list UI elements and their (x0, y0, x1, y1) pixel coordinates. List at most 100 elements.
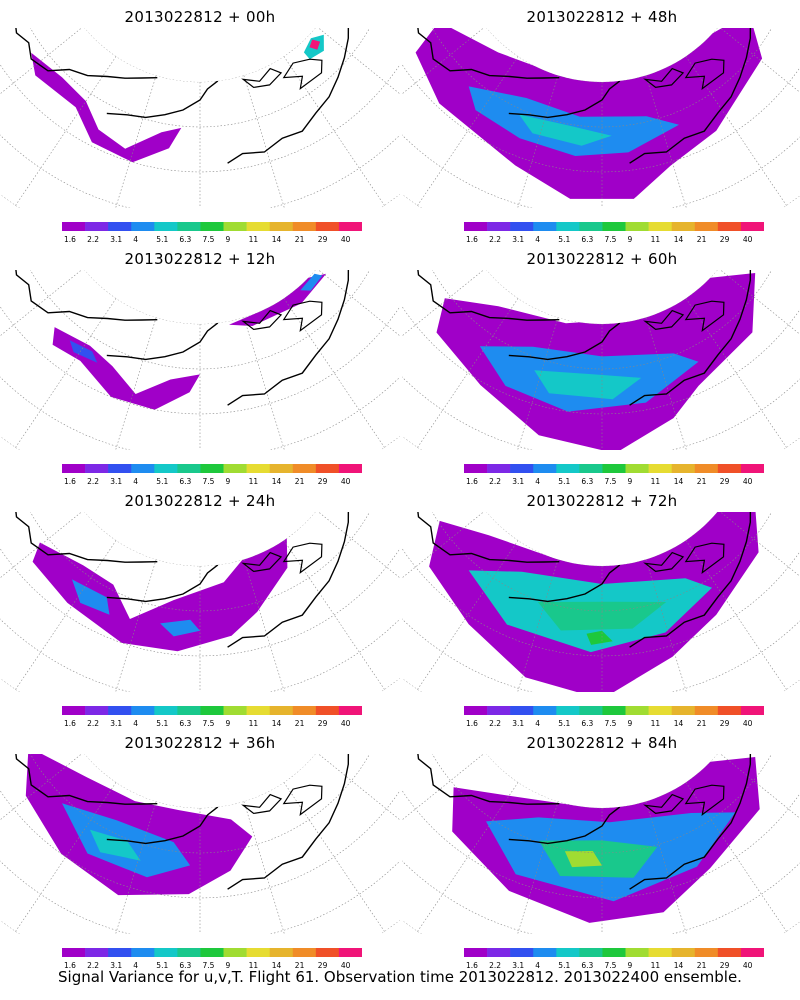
colorbar-swatch (223, 222, 247, 231)
coastline (282, 784, 323, 816)
latitude-line (60, 28, 340, 83)
coastline (643, 67, 685, 89)
colorbar-swatch (510, 948, 534, 957)
colorbar-tick-label: 11 (249, 719, 259, 728)
colorbar-tick-label: 9 (628, 235, 633, 244)
colorbar-tick-label: 40 (743, 477, 753, 486)
coastline (227, 28, 350, 164)
coastline (14, 512, 158, 563)
longitude-line (243, 317, 297, 450)
colorbar-tick-label: 21 (295, 719, 305, 728)
colorbar-tick-label: 7.5 (605, 477, 617, 486)
variance-contour (72, 579, 110, 615)
colorbar-swatch (648, 706, 672, 715)
colorbar-tick-label: 1.6 (64, 961, 76, 970)
coastline (416, 28, 560, 79)
forecast-panel: 2013022812 + 24h 1.6 2.2 3.1 4 5.1 6.3 7.5 9 11 14… (0, 484, 400, 728)
latitude-line (402, 270, 800, 415)
colorbar-tick-label: 11 (249, 961, 259, 970)
panel-title: 2013022812 + 24h (124, 492, 276, 510)
colorbar-swatch (740, 948, 764, 957)
colorbar-tick-label: 5.1 (156, 235, 168, 244)
colorbar-tick-label: 9 (628, 961, 633, 970)
latitude-line (420, 28, 784, 128)
variance-contour (534, 370, 642, 400)
figure-caption: Signal Variance for u,v,T. Flight 61. Ob… (58, 968, 742, 986)
colorbar-swatch (579, 464, 603, 473)
colorbar-swatch (533, 464, 557, 473)
colorbar-swatch (85, 464, 109, 473)
coastline (416, 754, 560, 805)
colorbar-swatch (200, 464, 224, 473)
panel-title: 2013022812 + 48h (526, 8, 678, 26)
colorbar-tick-label: 3.1 (512, 235, 524, 244)
colorbar-swatch (487, 222, 511, 231)
colorbar-swatch (510, 706, 534, 715)
coastline (684, 300, 725, 332)
colorbar-tick-label: 1.6 (466, 477, 478, 486)
coastline (684, 542, 725, 574)
colorbar-tick-label: 11 (249, 235, 259, 244)
coastline (227, 512, 350, 648)
colorbar-tick-label: 5.1 (156, 719, 168, 728)
colorbar-tick-label: 40 (341, 235, 351, 244)
latitude-line (402, 512, 800, 657)
colorbar-swatch (62, 222, 86, 231)
colorbar-swatch (154, 222, 178, 231)
colorbar-swatch (625, 222, 649, 231)
latitude-line (420, 270, 784, 370)
coastline (508, 80, 621, 119)
colorbar-swatch (177, 948, 201, 957)
colorbar-swatch (464, 464, 488, 473)
colorbar-tick-label: 2.2 (87, 477, 99, 486)
colorbar: 1.6 2.2 3.1 4 5.1 6.3 7.5 9 11 14 21 29 40 (464, 222, 764, 244)
latitude-line (18, 270, 382, 370)
colorbar-tick-label: 6.3 (581, 961, 593, 970)
colorbar-swatch (648, 948, 672, 957)
colorbar-swatch (579, 948, 603, 957)
variance-contour (586, 630, 613, 645)
colorbar-swatch (223, 948, 247, 957)
colorbar-tick-label: 29 (318, 235, 328, 244)
colorbar-tick-label: 40 (743, 719, 753, 728)
variance-map (0, 270, 400, 450)
colorbar-swatch (62, 706, 86, 715)
variance-map (0, 28, 400, 208)
coastline (14, 270, 158, 321)
longitude-line (0, 270, 84, 382)
colorbar-tick-label: 6.3 (581, 719, 593, 728)
variance-map (402, 28, 800, 208)
colorbar-tick-label: 3.1 (110, 961, 122, 970)
colorbar-swatch (602, 948, 626, 957)
colorbar-tick-label: 14 (674, 235, 684, 244)
colorbar-swatch (269, 464, 294, 473)
colorbar: 1.6 2.2 3.1 4 5.1 6.3 7.5 9 11 14 21 29 40 (464, 464, 764, 486)
colorbar-swatch (625, 706, 649, 715)
panel-title: 2013022812 + 00h (124, 8, 276, 26)
colorbar-swatch (269, 706, 294, 715)
colorbar-tick-label: 3.1 (110, 235, 122, 244)
colorbar-tick-label: 6.3 (179, 235, 191, 244)
colorbar-tick-label: 29 (318, 961, 328, 970)
forecast-panel: 2013022812 + 60h 1.6 2.2 3.1 4 5.1 6.3 7.5 9 11 14… (402, 242, 800, 486)
colorbar-tick-label: 5.1 (558, 477, 570, 486)
coastline (643, 793, 685, 815)
colorbar-swatch (717, 222, 742, 231)
colorbar-swatch (533, 222, 557, 231)
variance-contour (25, 754, 253, 896)
colorbar-swatch (464, 706, 488, 715)
colorbar-tick-label: 29 (318, 719, 328, 728)
colorbar-swatch (556, 222, 580, 231)
latitude-line (0, 28, 400, 173)
coastline (629, 512, 752, 648)
coastline (643, 309, 685, 331)
colorbar-swatch (338, 464, 362, 473)
colorbar-swatch (579, 706, 603, 715)
coastline (14, 28, 158, 79)
colorbar-swatch (556, 706, 580, 715)
colorbar-tick-label: 1.6 (466, 719, 478, 728)
colorbar-tick-label: 2.2 (489, 235, 501, 244)
colorbar-swatch (85, 706, 109, 715)
colorbar-swatch (154, 706, 178, 715)
colorbar-swatch (108, 948, 132, 957)
